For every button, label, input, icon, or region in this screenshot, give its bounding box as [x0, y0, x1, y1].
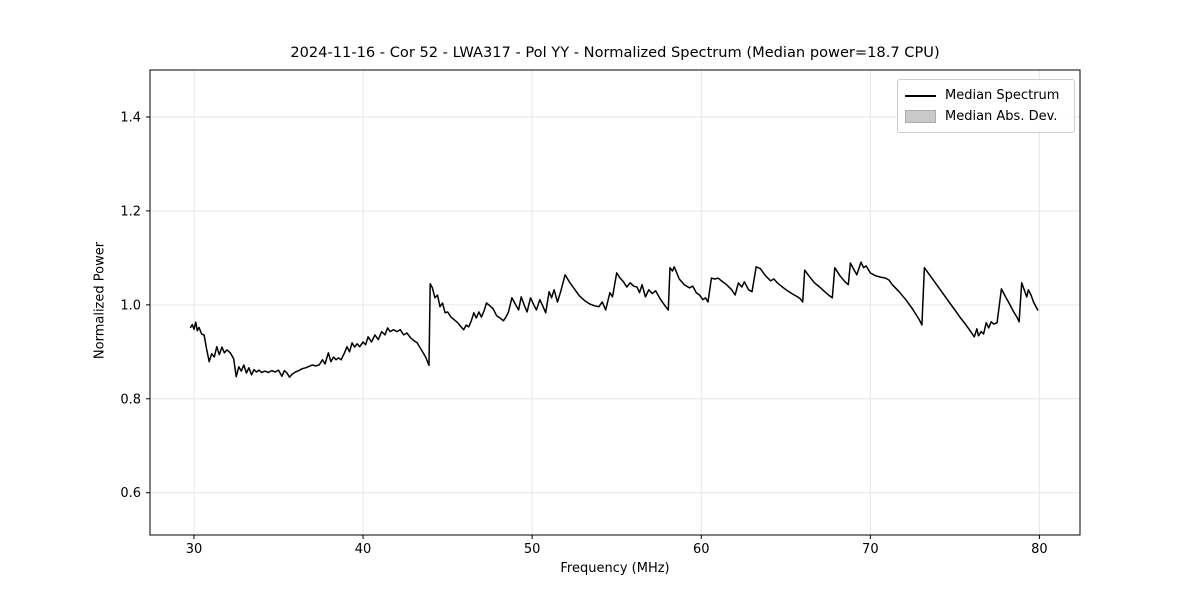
- y-tick-label: 1.2: [120, 204, 141, 219]
- legend-label: Median Abs. Dev.: [945, 109, 1058, 124]
- y-tick-label: 0.8: [120, 392, 141, 407]
- legend: Median Spectrum Median Abs. Dev.: [897, 79, 1075, 133]
- x-tick-label: 40: [355, 542, 372, 557]
- legend-item-median-spectrum: Median Spectrum: [905, 85, 1066, 106]
- chart-title: 2024-11-16 - Cor 52 - LWA317 - Pol YY - …: [290, 44, 940, 61]
- x-tick-label: 80: [1031, 542, 1048, 557]
- x-tick-label: 60: [693, 542, 710, 557]
- x-tick-label: 30: [186, 542, 203, 557]
- x-axis-label: Frequency (MHz): [560, 561, 670, 576]
- y-tick-label: 1.0: [120, 298, 141, 313]
- y-tick-label: 0.6: [120, 486, 141, 501]
- axes-frame: [149, 69, 1081, 536]
- y-tick-label: 1.4: [120, 110, 141, 125]
- median-spectrum-line: [189, 261, 1039, 378]
- legend-label: Median Spectrum: [945, 88, 1060, 103]
- x-tick-label: 70: [862, 542, 879, 557]
- line-swatch-icon: [905, 94, 936, 97]
- patch-swatch-icon: [905, 110, 936, 123]
- x-tick-label: 50: [524, 542, 541, 557]
- legend-item-median-abs-dev: Median Abs. Dev.: [905, 106, 1066, 127]
